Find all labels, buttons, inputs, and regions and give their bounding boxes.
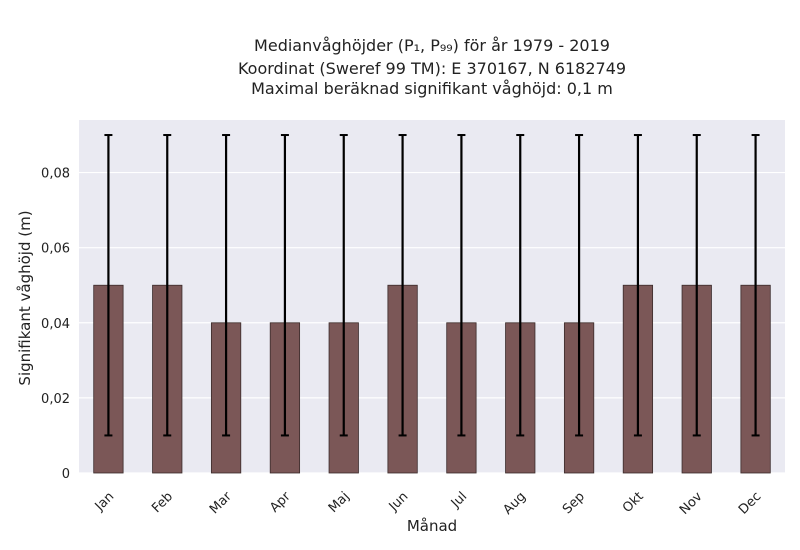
x-tick-label: Aug — [501, 489, 530, 518]
chart-title-line-1: Medianvåghöjder (P₁, P₉₉) för år 1979 - … — [254, 36, 610, 55]
y-tick-label: 0,06 — [41, 242, 70, 257]
error-bar-nov — [692, 134, 701, 437]
error-bar-sep — [575, 134, 584, 437]
x-tick-label: Nov — [677, 489, 706, 518]
x-tick-label: Mar — [207, 489, 235, 517]
y-tick-label: 0 — [62, 467, 70, 482]
x-axis-label: Månad — [407, 517, 457, 535]
y-tick-label: 0,08 — [41, 167, 70, 182]
x-tick-label: Dec — [736, 489, 764, 517]
y-axis-ticks: 0 0,02 0,04 0,06 0,08 — [41, 167, 70, 482]
x-tick-label: Maj — [326, 489, 353, 516]
error-bar-feb — [163, 134, 172, 437]
y-axis-label: Signifikant våghöjd (m) — [16, 210, 34, 385]
x-tick-label: Sep — [560, 489, 588, 517]
error-bars — [104, 134, 760, 437]
error-bar-maj — [339, 134, 348, 437]
error-bar-dec — [751, 134, 760, 437]
x-tick-label: Feb — [149, 489, 176, 516]
y-tick-label: 0,04 — [41, 317, 70, 332]
chart-title-line-2: Koordinat (Sweref 99 TM): E 370167, N 61… — [238, 59, 626, 78]
error-bar-apr — [280, 134, 289, 437]
gridlines — [79, 171, 785, 474]
x-tick-label: Apr — [267, 489, 294, 516]
error-bar-mar — [222, 134, 231, 437]
plot-area — [79, 120, 785, 473]
y-tick-label: 0,02 — [41, 392, 70, 407]
error-bar-jan — [104, 134, 113, 437]
x-tick-label: Jul — [448, 489, 470, 511]
x-tick-label: Jun — [386, 489, 412, 515]
x-axis-ticks: Jan Feb Mar Apr Maj Jun Jul Aug Sep Okt Nov Dec — [92, 489, 765, 518]
x-tick-label: Jan — [92, 489, 117, 514]
chart-title: Medianvåghöjder (P₁, P₉₉) för år 1979 - … — [238, 36, 626, 98]
error-bar-okt — [633, 134, 642, 437]
x-tick-label: Okt — [620, 489, 647, 516]
error-bar-jul — [457, 134, 466, 437]
error-bar-jun — [398, 134, 407, 437]
error-bar-aug — [516, 134, 525, 437]
chart-title-line-3: Maximal beräknad signifikant våghöjd: 0,… — [251, 79, 613, 98]
